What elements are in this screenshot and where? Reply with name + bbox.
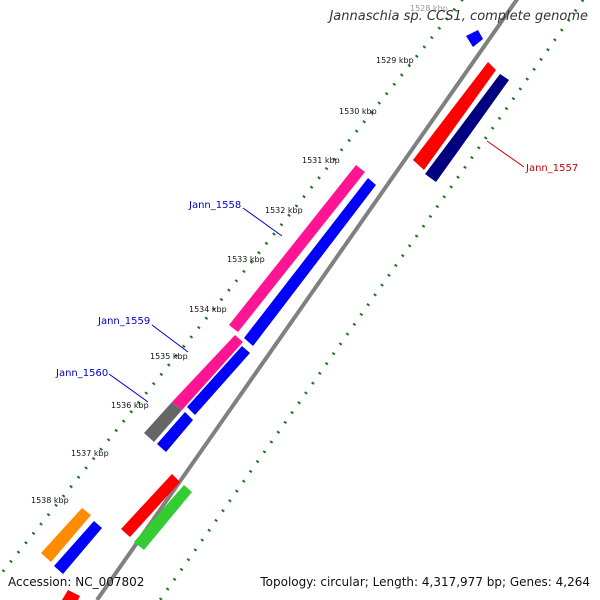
leader-jann-1560 [108, 373, 149, 403]
gene-green-bottom [134, 485, 192, 550]
topology-text: Topology: circular; Length: 4,317,977 bp… [260, 575, 590, 589]
gene-label-jann-1560[interactable]: Jann_1560 [55, 368, 108, 379]
tick-track-inner [158, 0, 585, 600]
gene-blue-1559 [187, 346, 250, 415]
genome-backbone [95, 0, 520, 600]
gene-label-jann-1557[interactable]: Jann_1557 [525, 163, 578, 174]
gene-orange-bottom [41, 508, 91, 562]
kbp-label: 1530 kbp [339, 107, 377, 116]
gene-blue-small-top [466, 30, 483, 47]
kbp-label: 1528 kbp [410, 4, 448, 13]
gene-magenta-1558 [229, 165, 365, 332]
tick-track-outer [0, 0, 464, 578]
gene-gray-1560 [144, 402, 182, 442]
kbp-label: 1535 kbp [150, 352, 188, 361]
leader-jann-1557 [486, 140, 525, 168]
kbp-label: 1533 kbp [227, 255, 265, 264]
gene-red-top [413, 62, 496, 170]
kbp-label: 1538 kbp [31, 496, 69, 505]
gene-blue-1558 [244, 178, 376, 346]
kbp-label: 1537 kbp [71, 449, 109, 458]
gene-navy-top [425, 74, 509, 182]
gene-red-bottom [121, 474, 180, 537]
kbp-label: 1531 kbp [302, 156, 340, 165]
gene-magenta-1559 [172, 335, 243, 410]
gene-label-jann-1558[interactable]: Jann_1558 [188, 200, 241, 211]
kbp-label-group: 1528 kbp 1529 kbp 1530 kbp 1531 kbp 1532… [31, 4, 448, 505]
gene-features [41, 30, 509, 600]
gene-label-jann-1559[interactable]: Jann_1559 [97, 316, 150, 327]
leader-jann-1559 [151, 324, 189, 353]
kbp-label: 1529 kbp [376, 56, 414, 65]
leader-jann-1558 [242, 207, 283, 237]
kbp-label: 1534 kbp [189, 305, 227, 314]
map-title: Jannaschia sp. CCS1, complete genome [329, 9, 588, 24]
gene-blue-bottom [54, 521, 102, 574]
accession-text: Accession: NC_007802 [8, 575, 145, 589]
kbp-label: 1532 kbp [265, 206, 303, 215]
gene-red-partial [62, 590, 80, 600]
gene-blue-1560 [157, 412, 193, 452]
kbp-label: 1536 kbp [111, 401, 149, 410]
